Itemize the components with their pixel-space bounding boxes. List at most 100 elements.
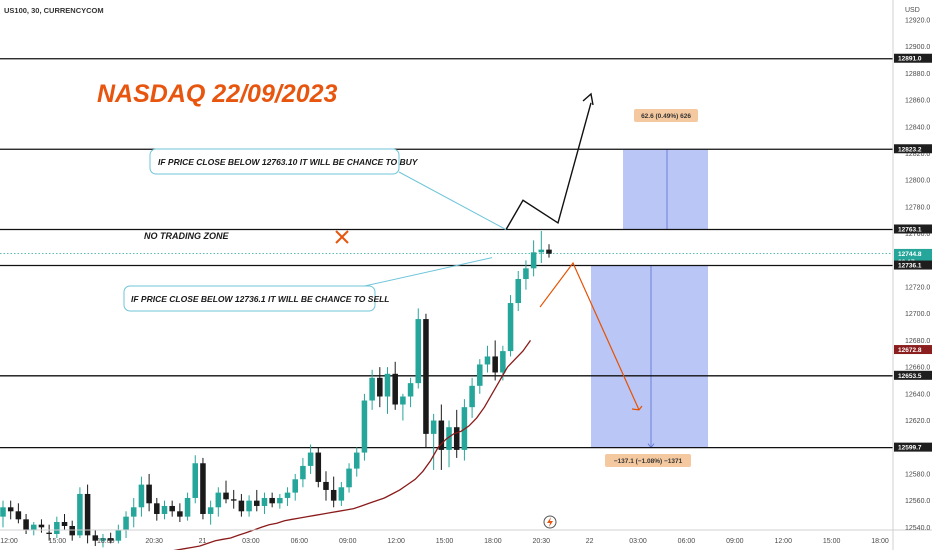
candle-body (230, 499, 237, 501)
price-label-text: 12744.8 (898, 251, 922, 258)
candle-body (307, 452, 314, 466)
cross-mark (335, 230, 349, 244)
moving-average-line (173, 340, 532, 550)
short-position-label: −137.1 (−1.08%) −1371 (614, 458, 683, 465)
candle-body (338, 487, 345, 501)
sell-callout-box[interactable] (123, 285, 376, 312)
candle-body (38, 524, 45, 528)
x-tick-label: 06:00 (678, 538, 696, 545)
long-position-box[interactable] (623, 149, 708, 230)
candle-body (30, 524, 37, 530)
x-tick-label: 15:00 (823, 538, 841, 545)
price-label-bg (894, 224, 932, 234)
candle-body (392, 373, 398, 405)
candle-body (261, 497, 268, 506)
price-label-bg (894, 345, 932, 355)
candle-body (146, 484, 152, 504)
candle-body (500, 351, 506, 373)
x-tick-label: 18:00 (871, 538, 889, 545)
candle-body (515, 279, 522, 304)
candle-body (400, 396, 406, 405)
candle-body (123, 516, 129, 530)
price-label-text: 12736.1 (898, 263, 922, 270)
x-tick-label: 03:00 (242, 538, 260, 545)
candle-body (215, 492, 222, 508)
price-label-bg (894, 53, 932, 63)
candle-body (84, 493, 91, 536)
bullish-arrow-path[interactable] (505, 102, 592, 230)
candle-body (238, 500, 245, 512)
price-label-text: 12599.7 (898, 445, 922, 452)
bearish-arrow-path[interactable] (539, 261, 640, 411)
candle-body (546, 249, 552, 254)
buy-callout-pointer (398, 171, 507, 231)
candle-body (492, 356, 498, 373)
y-tick-label: 12920.0 (905, 18, 930, 25)
candle-body (330, 489, 337, 501)
price-label-text: 12823.2 (898, 146, 922, 153)
position-boxes[interactable] (591, 149, 708, 449)
x-tick-label: 20:30 (533, 538, 551, 545)
price-label-bg (894, 144, 932, 154)
candle-body (61, 521, 68, 526)
x-tick-label: 12:00 (774, 538, 792, 545)
price-label-text: 12763.1 (898, 226, 922, 233)
candle-body (15, 511, 22, 520)
short-position-box[interactable] (591, 265, 708, 448)
currency-label: USD (905, 7, 920, 14)
y-tick-label: 12660.0 (905, 365, 930, 372)
candle-body (223, 492, 229, 500)
lightning-icon[interactable] (543, 515, 557, 529)
short-position-label-bg (605, 454, 691, 467)
candles (0, 230, 552, 548)
candle-body (346, 468, 352, 488)
long-position-label: 62.6 (0.49%) 626 (641, 113, 691, 120)
x-tick-label: 15:00 (436, 538, 454, 545)
y-tick-label: 12680.0 (905, 338, 930, 345)
y-tick-label: 12700.0 (905, 311, 930, 318)
candle-body (323, 481, 329, 490)
no-trading-zone-label: NO TRADING ZONE (144, 231, 229, 241)
sell-callout-pointer (359, 257, 493, 288)
candle-body (284, 492, 291, 498)
candle-body (353, 452, 360, 469)
candle-body (315, 452, 322, 482)
candle-body (277, 497, 283, 504)
candle-body (54, 521, 60, 535)
y-tick-label: 12620.0 (905, 418, 930, 425)
candle-body (154, 503, 160, 514)
candle-body (0, 507, 6, 517)
x-tick-label: 20:30 (145, 538, 163, 545)
y-tick-label: 12860.0 (905, 98, 930, 105)
price-label-bg (894, 370, 932, 380)
candle-body (361, 400, 368, 453)
buy-callout-box[interactable] (149, 148, 400, 175)
candle-body (538, 249, 545, 253)
x-tick-label: 18:00 (484, 538, 502, 545)
price-label-bg (894, 260, 932, 270)
x-tick-label: 15:00 (49, 538, 67, 545)
candle-body (384, 373, 391, 397)
y-tick-label: 12580.0 (905, 471, 930, 478)
buy-callout-text: IF PRICE CLOSE BELOW 12763.10 IT WILL BE… (158, 157, 419, 167)
candle-body (161, 505, 168, 514)
x-tick-label: 06:00 (291, 538, 309, 545)
bearish-arrowhead (631, 405, 643, 411)
candle-body (446, 427, 452, 450)
horizontal-levels[interactable] (0, 58, 893, 449)
candle-body (453, 427, 460, 450)
y-tick-label: 12840.0 (905, 124, 930, 131)
candle-body (377, 377, 383, 397)
candle-body (7, 507, 14, 512)
candle-body (200, 463, 206, 514)
y-tick-label: 12760.0 (905, 231, 930, 238)
candle-body (477, 364, 483, 386)
candle-body (100, 538, 106, 541)
drawings[interactable] (335, 92, 643, 411)
candle-body (69, 525, 75, 536)
candle-body (184, 497, 191, 517)
candle-body (269, 497, 275, 504)
candle-body (107, 538, 114, 541)
